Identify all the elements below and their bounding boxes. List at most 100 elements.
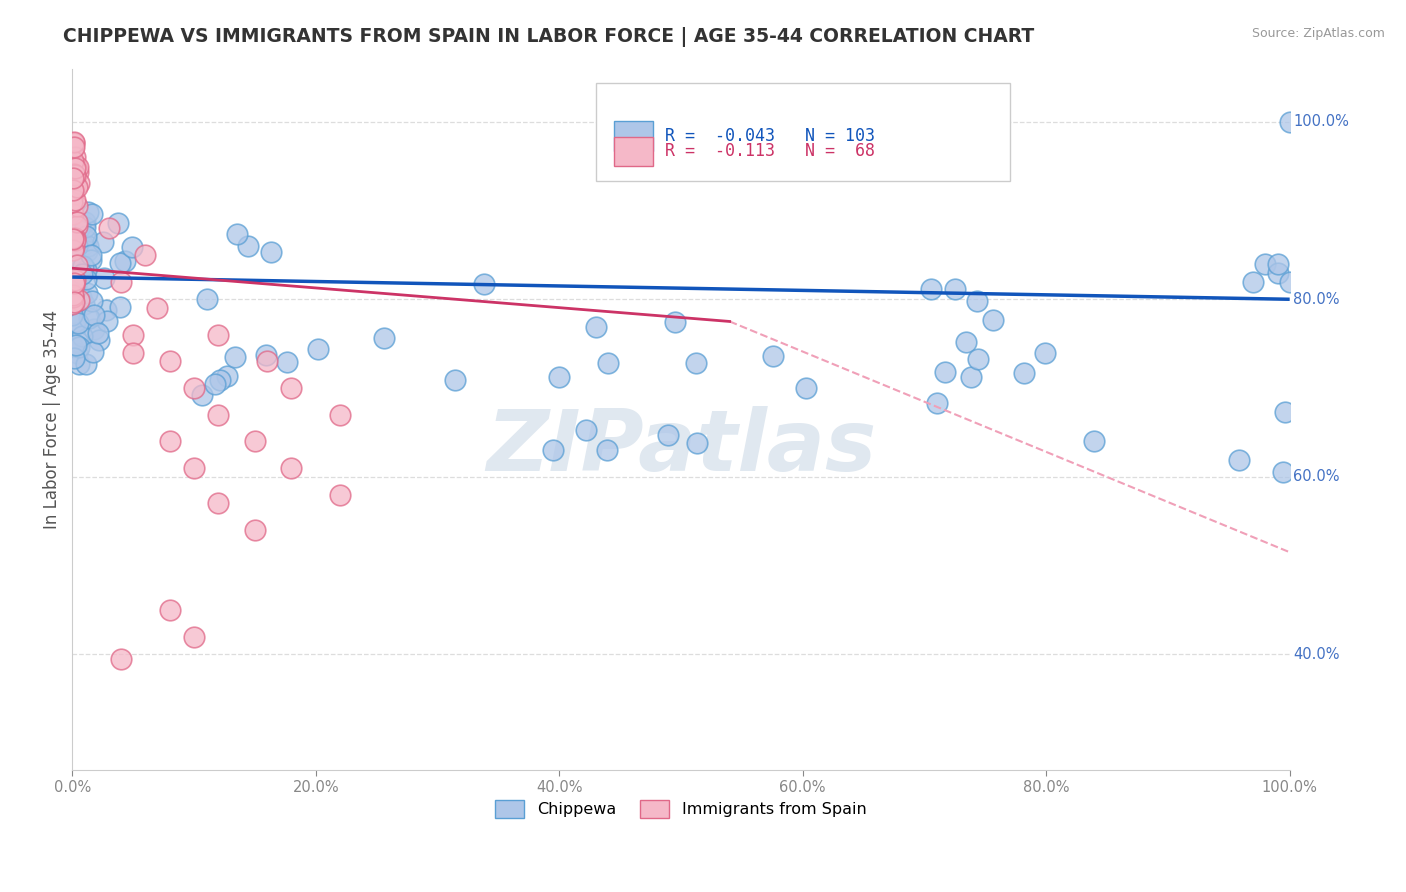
Point (208, 373, 231, 387)
Point (472, 277, 495, 292)
Point (1083, 434, 1105, 448)
Point (955, 335, 977, 350)
Point (65, 150, 87, 164)
Point (80, 253, 103, 268)
Point (63, 295, 86, 310)
Point (66, 317, 89, 331)
Point (1012, 367, 1035, 381)
Point (107, 216, 129, 230)
Point (63, 351, 86, 365)
Point (981, 313, 1004, 327)
Point (76, 285, 98, 300)
Point (585, 320, 607, 334)
Text: 100.0%: 100.0% (1294, 114, 1350, 129)
Point (65, 338, 87, 352)
Point (62, 183, 84, 197)
Point (62, 141, 84, 155)
Point (82, 344, 104, 359)
Point (62, 290, 84, 304)
Point (67, 357, 90, 371)
Text: 40.0%: 40.0% (1294, 647, 1340, 662)
Point (69, 220, 91, 235)
Point (83, 308, 105, 322)
Point (63, 135, 86, 149)
Point (121, 240, 143, 254)
Point (256, 354, 278, 368)
Point (63, 213, 86, 227)
Point (65, 159, 87, 173)
Point (62, 194, 84, 209)
Point (75, 357, 97, 371)
Point (1278, 275, 1301, 289)
Point (62, 168, 84, 182)
Point (63, 140, 86, 154)
Point (1278, 115, 1301, 129)
Point (190, 388, 212, 402)
Point (686, 435, 709, 450)
Point (762, 349, 785, 363)
Point (65, 273, 87, 287)
Point (75, 263, 97, 277)
Point (207, 496, 229, 510)
Point (62, 292, 84, 306)
Point (114, 254, 136, 268)
Point (1272, 465, 1295, 479)
Point (62, 244, 84, 258)
Point (62, 187, 84, 202)
Point (183, 381, 205, 395)
Point (62, 306, 84, 320)
Point (97, 221, 120, 235)
Point (65, 346, 87, 360)
Point (280, 461, 302, 475)
Point (183, 630, 205, 644)
Point (65, 280, 87, 294)
Point (62, 288, 84, 302)
Point (920, 282, 942, 296)
Point (75, 272, 97, 286)
Point (934, 365, 956, 379)
Point (66, 179, 89, 194)
Point (63, 231, 86, 245)
Point (238, 239, 260, 253)
Point (1241, 275, 1264, 289)
Point (373, 331, 395, 345)
Point (596, 356, 619, 370)
Point (575, 423, 598, 437)
Point (122, 345, 145, 359)
Point (87, 333, 110, 347)
Point (91, 235, 114, 249)
Point (66, 258, 89, 272)
Point (796, 381, 818, 395)
Text: 80.0%: 80.0% (1294, 292, 1340, 307)
Point (1267, 257, 1289, 271)
Point (73, 220, 96, 235)
Point (63, 167, 86, 181)
Point (134, 248, 156, 262)
Point (226, 227, 249, 242)
Point (66, 161, 89, 175)
Point (75, 229, 97, 244)
Point (260, 244, 283, 259)
Point (685, 356, 707, 370)
Point (63, 193, 86, 207)
Point (76, 244, 98, 259)
Point (76, 239, 98, 253)
Y-axis label: In Labor Force | Age 35-44: In Labor Force | Age 35-44 (44, 310, 60, 529)
Point (67, 176, 90, 190)
Point (63, 318, 86, 333)
FancyBboxPatch shape (596, 83, 1010, 181)
Text: CHIPPEWA VS IMMIGRANTS FROM SPAIN IN LABOR FORCE | AGE 35-44 CORRELATION CHART: CHIPPEWA VS IMMIGRANTS FROM SPAIN IN LAB… (63, 27, 1035, 46)
Point (548, 370, 571, 384)
Point (925, 396, 948, 410)
Point (110, 651, 132, 665)
Point (70, 267, 93, 281)
Point (62, 278, 84, 293)
Point (207, 327, 229, 342)
Point (329, 408, 352, 422)
Point (159, 354, 181, 368)
Point (60, 339, 83, 353)
Point (1274, 405, 1296, 419)
Point (195, 292, 218, 306)
Point (63, 179, 86, 194)
Point (63, 168, 86, 182)
